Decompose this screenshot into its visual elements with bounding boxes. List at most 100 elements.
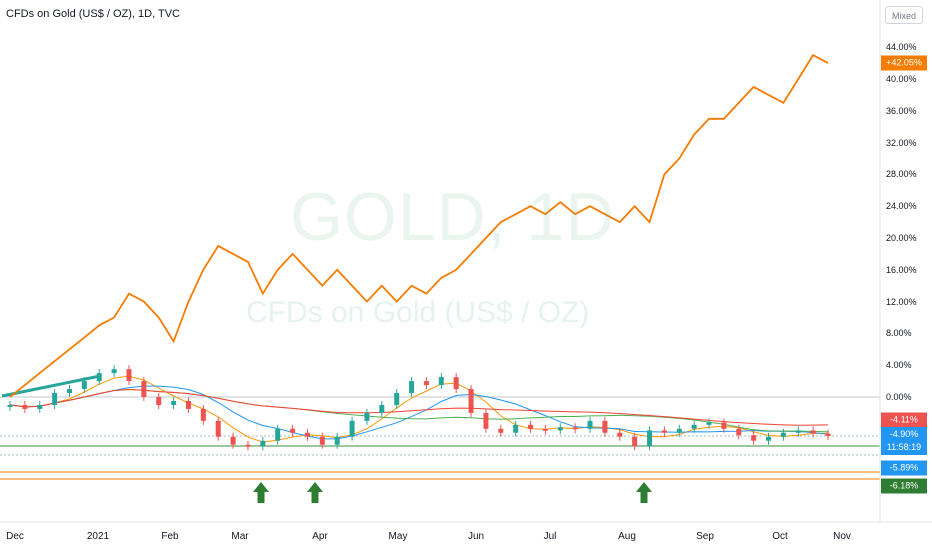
candle-body xyxy=(81,381,87,390)
x-tick-label: Jul xyxy=(543,531,557,542)
up-arrow-icon xyxy=(307,482,323,503)
x-tick-label: Sep xyxy=(696,531,714,542)
up-arrow-icon xyxy=(253,482,269,503)
blue-ma-tag: -5.89% xyxy=(881,460,927,476)
candle-body xyxy=(513,424,519,433)
countdown-timer: 11:58:19 xyxy=(886,442,922,452)
x-tick-label: Dec xyxy=(6,531,24,542)
x-tick-label: Jun xyxy=(467,531,485,542)
candle-body xyxy=(736,428,742,436)
y-tick-label: 8.00% xyxy=(886,328,912,339)
candle-body xyxy=(66,389,72,394)
candle-body xyxy=(810,430,816,434)
candle-body xyxy=(691,424,697,429)
y-tick-label: 4.00% xyxy=(886,360,912,371)
candle-body xyxy=(304,432,310,437)
candle-body xyxy=(468,389,474,413)
candle-body xyxy=(498,428,504,433)
x-tick-label: Mar xyxy=(231,531,249,542)
candle-body xyxy=(661,430,667,433)
last-price-value: -4.90% xyxy=(889,429,919,439)
candle-body xyxy=(290,428,296,433)
x-tick-label: Oct xyxy=(772,531,788,542)
y-tick-label: 24.00% xyxy=(886,201,917,212)
last-price-tag: -4.90% 11:58:19 xyxy=(881,427,927,455)
candle-body xyxy=(557,427,563,431)
candle-body xyxy=(185,400,191,409)
ma-long-line xyxy=(9,388,829,426)
candle-body xyxy=(260,440,266,447)
candle-body xyxy=(111,369,117,374)
x-tick-label: Aug xyxy=(618,531,636,542)
y-tick-label: 40.00% xyxy=(886,74,917,84)
candle-body xyxy=(706,422,712,425)
candle-body xyxy=(156,397,162,405)
main-candles xyxy=(7,365,831,451)
candle-body xyxy=(7,404,13,407)
x-tick-label: Feb xyxy=(161,531,179,542)
candle-body xyxy=(453,377,459,390)
scale-mode-button[interactable]: Mixed xyxy=(885,6,923,24)
y-tick-label: 20.00% xyxy=(886,233,917,243)
candle-body xyxy=(602,420,608,433)
candle-body xyxy=(423,381,429,386)
candle-body xyxy=(676,428,682,433)
x-tick-label: May xyxy=(388,531,408,542)
candle-body xyxy=(230,436,236,445)
main-value-tag: +42.05% xyxy=(881,55,927,71)
x-tick-label: Nov xyxy=(833,531,851,542)
y-tick-label: 36.00% xyxy=(886,105,917,116)
x-tick-label: Apr xyxy=(312,531,328,542)
red-ma-tag: -4.11% xyxy=(881,412,927,428)
y-tick-label: 16.00% xyxy=(886,264,917,275)
watermark-symbol: GOLD, 1D xyxy=(290,179,616,255)
reference-lines xyxy=(0,396,880,480)
candle-body xyxy=(245,444,251,447)
candle-body xyxy=(795,430,801,433)
signal-arrows xyxy=(253,482,652,503)
watermark-name: CFDs on Gold (US$ / OZ) xyxy=(246,296,590,329)
y-tick-label: 44.00% xyxy=(886,42,917,53)
green-ma-tag: -6.18% xyxy=(881,478,927,494)
chart-title[interactable]: CFDs on Gold (US$ / OZ), 1D, TVC xyxy=(6,8,181,20)
x-tick-label: 2021 xyxy=(86,531,110,542)
up-arrow-icon xyxy=(636,482,652,503)
y-tick-label: 28.00% xyxy=(886,169,917,180)
candle-body xyxy=(766,436,772,441)
candle-body xyxy=(334,436,340,445)
candle-body xyxy=(22,404,28,409)
candle-body xyxy=(409,381,415,394)
candle-body xyxy=(215,420,221,437)
candle-body xyxy=(617,432,623,437)
candle-body xyxy=(319,436,325,445)
y-tick-label: 0.00% xyxy=(886,392,912,402)
y-tick-label: 12.00% xyxy=(886,296,917,307)
candle-body xyxy=(394,393,400,405)
candle-body xyxy=(52,393,58,405)
candle-body xyxy=(483,412,489,429)
candle-body xyxy=(721,422,727,429)
y-tick-label: 32.00% xyxy=(886,137,917,148)
candle-body xyxy=(364,412,370,421)
candle-body xyxy=(349,420,355,437)
candle-body xyxy=(141,381,147,397)
moving-averages xyxy=(1,374,829,443)
candle-body xyxy=(126,369,132,382)
candle-body xyxy=(200,408,206,421)
candle-body xyxy=(647,430,653,447)
candle-body xyxy=(528,424,534,429)
ma-fast-line xyxy=(9,375,829,443)
comparison-line xyxy=(9,53,829,398)
candle-body xyxy=(171,400,177,405)
candle-body xyxy=(751,435,757,441)
candle-body xyxy=(37,404,43,409)
candle-body xyxy=(587,420,593,429)
candle-body xyxy=(542,428,548,431)
trend-line xyxy=(1,374,101,398)
candle-body xyxy=(825,433,831,436)
candle-body xyxy=(275,428,281,441)
candle-body xyxy=(379,404,385,413)
candle-body xyxy=(96,373,102,382)
candle-body xyxy=(780,432,786,437)
